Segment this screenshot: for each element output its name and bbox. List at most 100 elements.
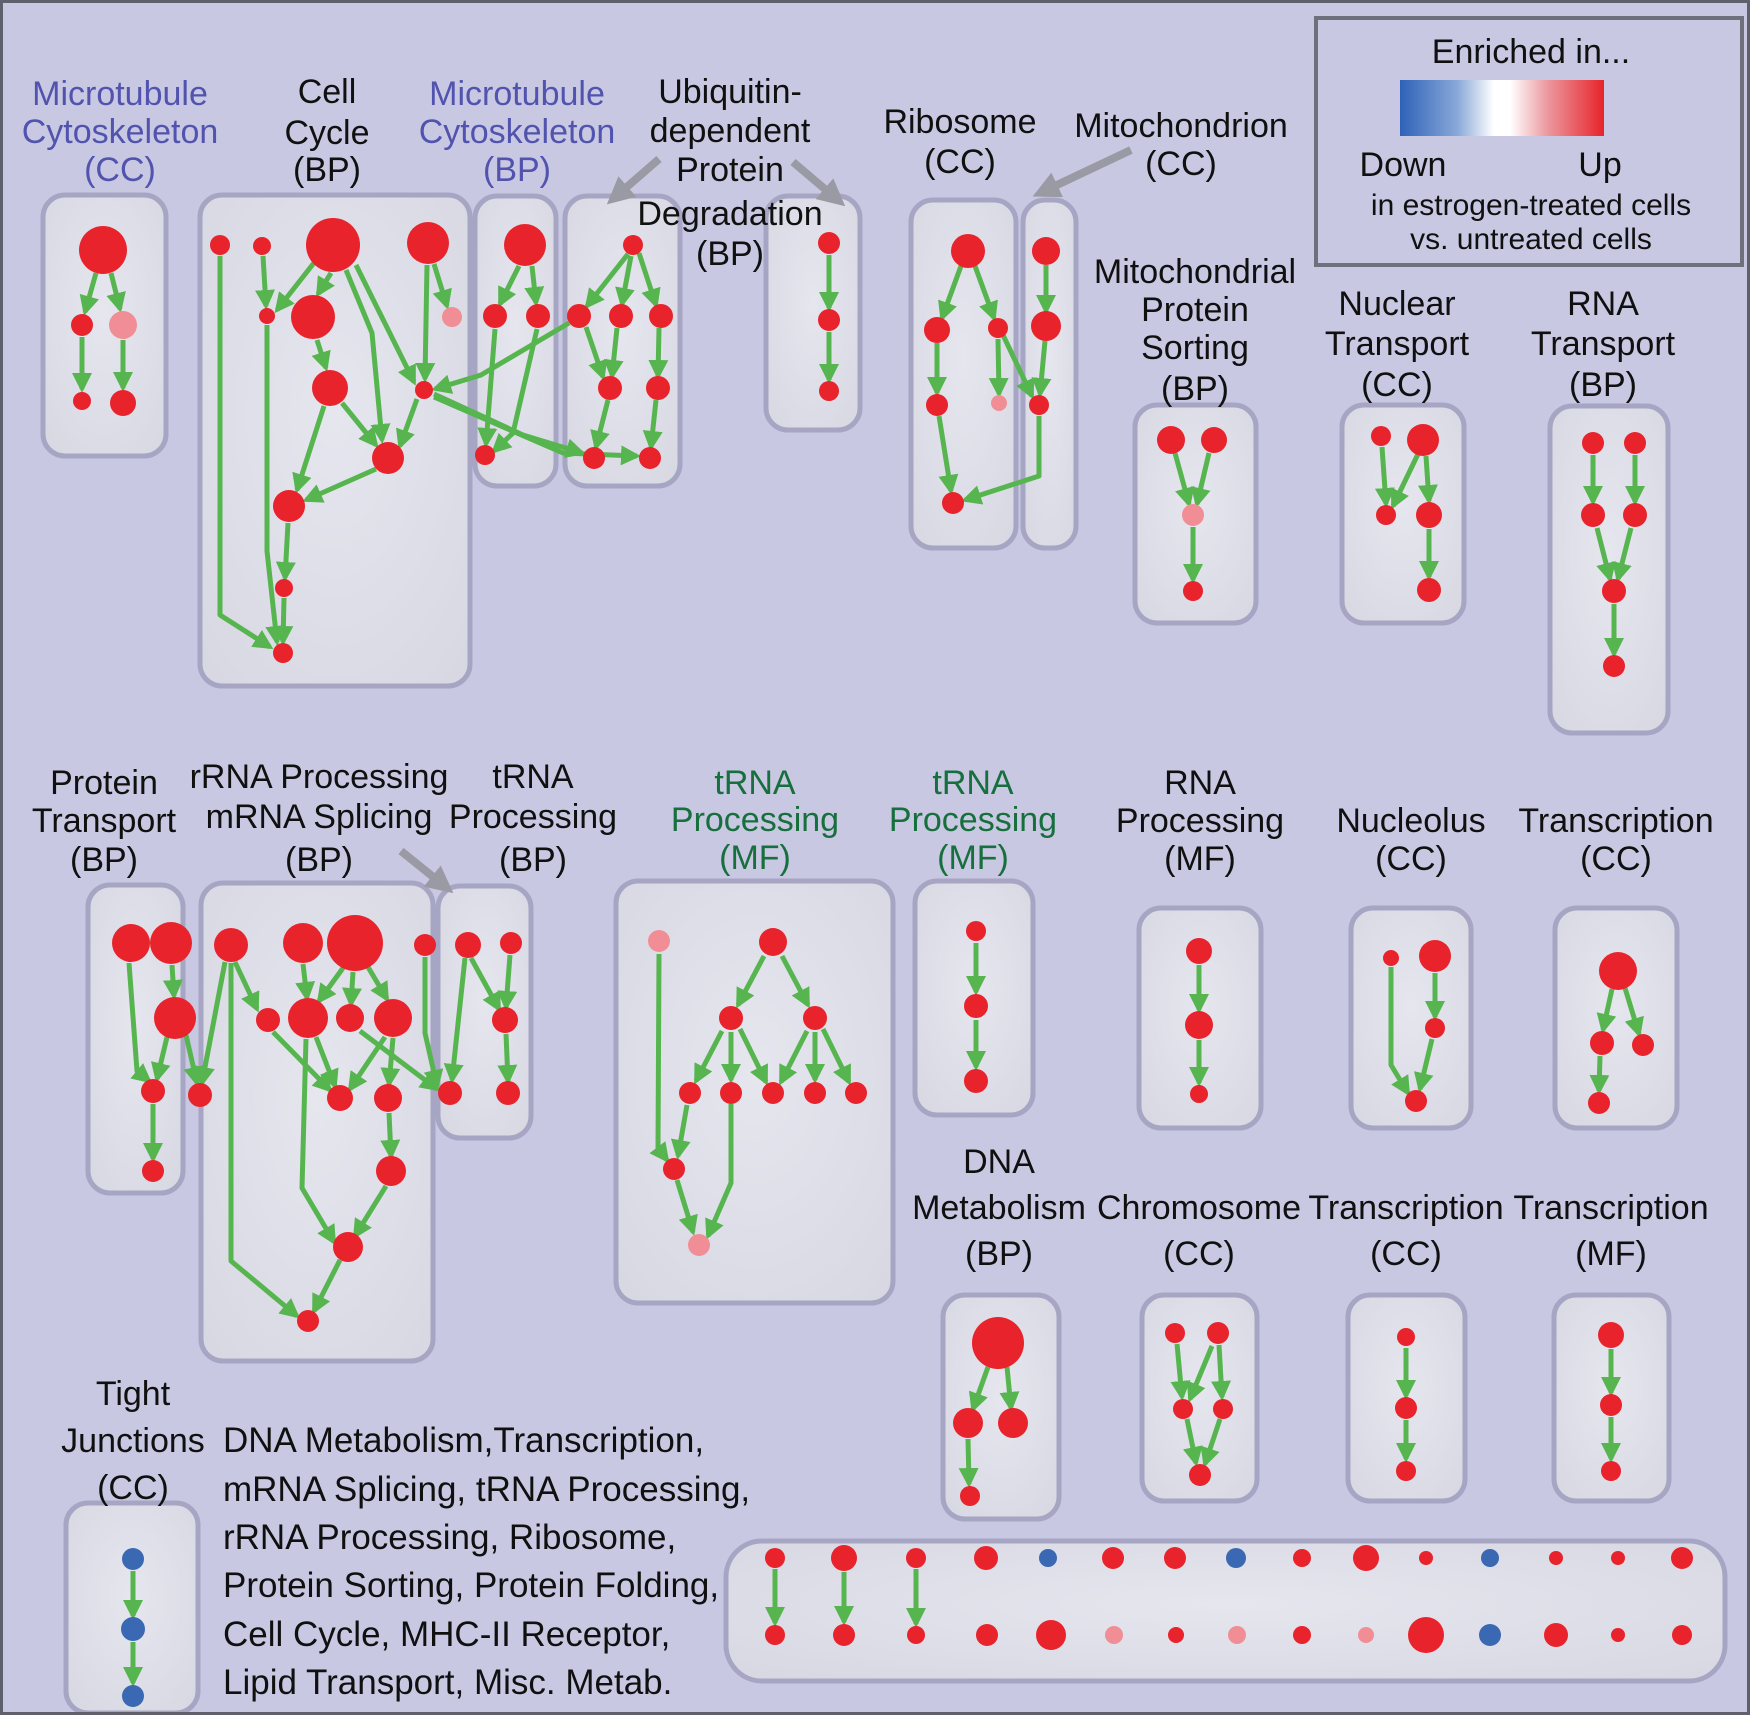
go-term-node-red bbox=[1549, 1551, 1563, 1565]
go-term-node-red bbox=[1419, 940, 1451, 972]
go-term-node-red bbox=[1293, 1549, 1311, 1567]
relation-arrow bbox=[162, 964, 183, 1000]
network-diagram-canvas: MicrotubuleCytoskeleton(CC)CellCycle(BP)… bbox=[22, 16, 1744, 1712]
cluster-label-cell-cycle-bp: (BP) bbox=[293, 151, 361, 189]
go-term-node-red bbox=[1405, 1090, 1427, 1112]
go-term-node-red bbox=[646, 376, 670, 400]
relation-arrow bbox=[264, 325, 286, 646]
go-term-node-red bbox=[306, 218, 360, 272]
go-term-node-red bbox=[496, 1081, 520, 1105]
relation-arrow bbox=[670, 1104, 691, 1160]
go-term-node-pink bbox=[442, 307, 462, 327]
relation-arrow bbox=[779, 954, 811, 1009]
cluster-label-nuclear-transport-cc: Nuclear bbox=[1338, 285, 1455, 323]
relation-arrow bbox=[315, 271, 335, 298]
go-term-node-red bbox=[609, 304, 633, 328]
go-term-node-red bbox=[1029, 395, 1049, 415]
relation-arrow bbox=[603, 327, 624, 380]
label-pointer-arrow bbox=[398, 847, 454, 894]
relation-arrow bbox=[693, 1029, 725, 1085]
go-term-node-red bbox=[988, 318, 1008, 338]
go-term-node-red bbox=[407, 222, 449, 264]
go-term-node-red bbox=[374, 1084, 402, 1112]
go-term-node-red bbox=[312, 370, 348, 406]
go-term-node-red bbox=[414, 934, 436, 956]
relation-arrow bbox=[380, 1037, 401, 1088]
go-term-node-red bbox=[926, 394, 948, 416]
go-term-node-red bbox=[719, 1006, 743, 1030]
relation-arrow bbox=[353, 263, 417, 386]
cluster-label-ubiquitin-dependent-protein-degradation-bp: (BP) bbox=[696, 235, 764, 273]
go-term-node-red bbox=[1416, 502, 1442, 528]
relation-arrow bbox=[316, 966, 346, 1005]
relation-arrow bbox=[1622, 987, 1644, 1038]
go-term-node-red bbox=[845, 1082, 867, 1104]
cluster-label-transcription-cc-bottom: (CC) bbox=[1370, 1235, 1442, 1273]
go-term-node-red bbox=[765, 1548, 785, 1568]
relation-arrow bbox=[735, 954, 767, 1009]
go-term-node-red bbox=[1353, 1545, 1379, 1571]
go-term-node-red bbox=[1408, 1617, 1444, 1653]
cluster-label-nucleolus-cc: Nucleolus bbox=[1336, 802, 1485, 840]
go-term-node-red bbox=[1185, 1011, 1213, 1039]
legend-box bbox=[1314, 16, 1744, 267]
go-term-node-red bbox=[907, 1626, 925, 1644]
go-term-node-red bbox=[256, 1008, 280, 1032]
go-term-node-blue bbox=[1226, 1548, 1246, 1568]
go-term-node-red bbox=[1173, 1399, 1193, 1419]
go-term-node-red bbox=[1376, 505, 1396, 525]
go-term-node-red bbox=[964, 994, 988, 1018]
relation-arrow bbox=[1414, 1038, 1435, 1093]
go-term-node-red bbox=[154, 997, 196, 1039]
cluster-label-trna-processing-mf-1: (MF) bbox=[719, 839, 791, 877]
relation-arrow bbox=[1031, 340, 1052, 398]
go-term-node-red bbox=[639, 447, 661, 469]
go-term-node-red bbox=[818, 232, 840, 254]
go-term-node-red bbox=[906, 1548, 926, 1568]
relation-arrow bbox=[150, 1036, 171, 1083]
go-term-node-red bbox=[649, 304, 673, 328]
go-term-node-pink bbox=[1182, 504, 1204, 526]
go-term-node-red bbox=[1602, 579, 1626, 603]
go-term-node-red bbox=[1419, 1551, 1433, 1565]
go-term-node-blue bbox=[1039, 1549, 1057, 1567]
go-term-node-red bbox=[141, 1079, 165, 1103]
go-term-node-red bbox=[336, 1004, 364, 1032]
go-term-node-red bbox=[1581, 503, 1605, 527]
cluster-label-trna-processing-mf-2: tRNA bbox=[932, 764, 1014, 802]
relation-arrow bbox=[340, 401, 379, 449]
go-term-node-red bbox=[1207, 1322, 1229, 1344]
cluster-label-trna-processing-mf-2: Processing bbox=[889, 801, 1057, 839]
go-term-node-red bbox=[297, 1310, 319, 1332]
cluster-label-nuclear-transport-cc: Transport bbox=[1325, 325, 1470, 363]
cluster-box-transcription-cc-mid bbox=[1552, 905, 1680, 1131]
go-term-node-red bbox=[188, 1083, 212, 1107]
cluster-label-transcription-mf-bottom: Transcription bbox=[1513, 1189, 1708, 1227]
go-term-node-pink bbox=[1105, 1626, 1123, 1644]
relation-arrow bbox=[938, 265, 964, 322]
go-term-node-red bbox=[998, 1408, 1028, 1438]
cluster-label-ribosome-cc: (CC) bbox=[924, 143, 996, 181]
relation-arrow bbox=[972, 265, 998, 322]
relation-arrow bbox=[524, 265, 545, 307]
cluster-label-tight-junctions-cc: Tight bbox=[96, 1375, 171, 1413]
go-term-node-red bbox=[1168, 1627, 1184, 1643]
cluster-label-rrna-processing-mrna-splicing-bp: (BP) bbox=[285, 841, 353, 879]
go-term-node-red bbox=[1600, 1394, 1622, 1416]
relation-arrow bbox=[106, 272, 126, 313]
relation-arrow bbox=[674, 1179, 698, 1236]
go-term-node-red bbox=[1102, 1547, 1124, 1569]
cluster-label-microtubule-cytoskeleton-bp: Microtubule bbox=[429, 75, 605, 113]
relation-arrow bbox=[396, 398, 420, 450]
go-term-node-red bbox=[291, 295, 335, 339]
go-term-node-red bbox=[1672, 1625, 1692, 1645]
go-term-node-red bbox=[1601, 1461, 1621, 1481]
relation-arrow bbox=[1000, 333, 1035, 400]
go-term-node-red bbox=[376, 1156, 406, 1186]
cluster-label-nuclear-transport-cc: (CC) bbox=[1361, 366, 1433, 404]
cluster-box-ubiquitin-degradation-bp-1 bbox=[562, 193, 683, 489]
relation-arrow bbox=[79, 272, 99, 316]
go-term-node-red bbox=[1293, 1626, 1311, 1644]
cluster-label-dna-metabolism-bp: Metabolism bbox=[912, 1189, 1086, 1227]
go-term-node-red bbox=[327, 1085, 353, 1111]
